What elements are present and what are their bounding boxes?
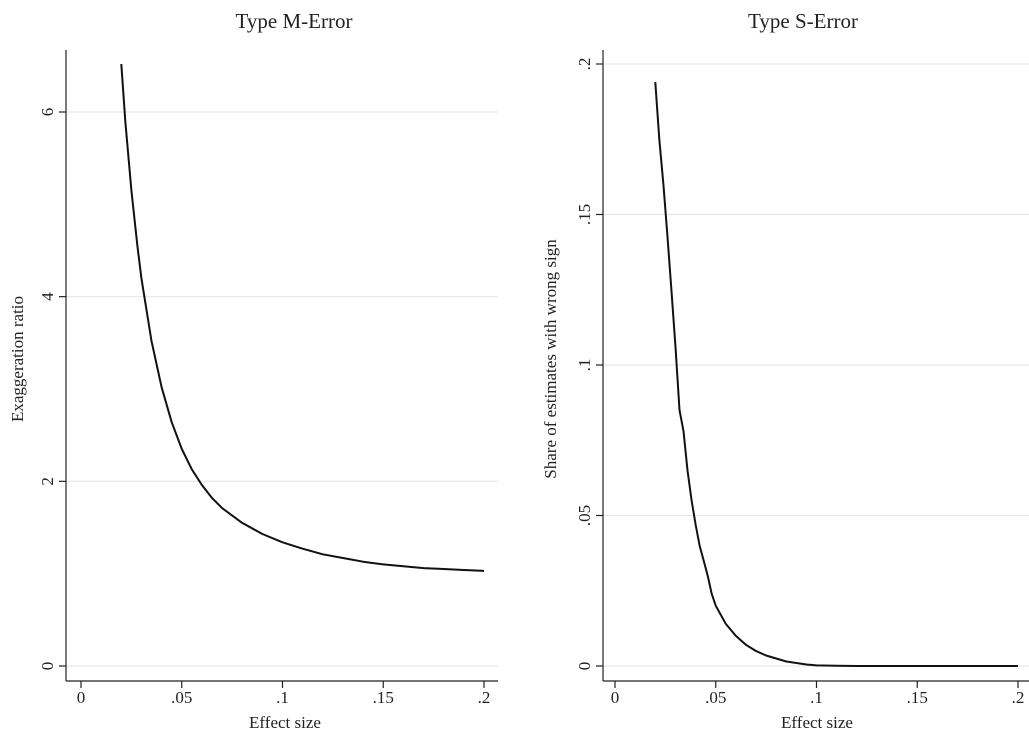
chart-title: Type M-Error <box>236 9 353 33</box>
series <box>654 82 1018 667</box>
x-tick-label: 0 <box>77 688 86 707</box>
y-tick-label: .2 <box>575 58 594 71</box>
y-tick-label: 0 <box>38 662 57 671</box>
x-tick-label: .15 <box>373 688 394 707</box>
y-axis-label: Share of estimates with wrong sign <box>541 239 560 479</box>
tick-marks: 0 2 4 6 0 .05 .1 .15 .2 <box>38 108 490 707</box>
y-tick-label: .15 <box>575 204 594 225</box>
y-tick-label: .1 <box>575 359 594 372</box>
x-tick-label: .05 <box>171 688 192 707</box>
y-axis-label: Exaggeration ratio <box>8 296 27 422</box>
x-axis-label: Effect size <box>781 713 853 732</box>
x-tick-label: .2 <box>478 688 491 707</box>
grid-lines <box>66 111 498 667</box>
x-tick-label: .1 <box>810 688 823 707</box>
x-tick-label: .1 <box>276 688 289 707</box>
tick-marks: 0 .05 .1 .15 .2 0 .05 .1 .15 .2 <box>575 58 1024 707</box>
y-tick-label: 6 <box>38 108 57 117</box>
series-line <box>654 82 1018 667</box>
panel-s-error: Type S-Error Effect size Share of estima… <box>541 9 1029 732</box>
x-tick-label: .05 <box>705 688 726 707</box>
chart-title: Type S-Error <box>748 9 858 33</box>
panel-m-error: Type M-Error Effect size Exaggeration ra… <box>8 9 498 732</box>
grid-lines <box>603 63 1029 667</box>
axes <box>65 50 498 682</box>
x-tick-label: 0 <box>611 688 620 707</box>
x-tick-label: .2 <box>1012 688 1025 707</box>
y-tick-label: 2 <box>38 477 57 486</box>
y-tick-label: 4 <box>38 292 57 301</box>
x-tick-label: .15 <box>907 688 928 707</box>
y-tick-label: .05 <box>575 505 594 526</box>
y-tick-label: 0 <box>575 662 594 671</box>
series <box>120 63 485 572</box>
series-line <box>120 63 485 572</box>
x-axis-label: Effect size <box>249 713 321 732</box>
